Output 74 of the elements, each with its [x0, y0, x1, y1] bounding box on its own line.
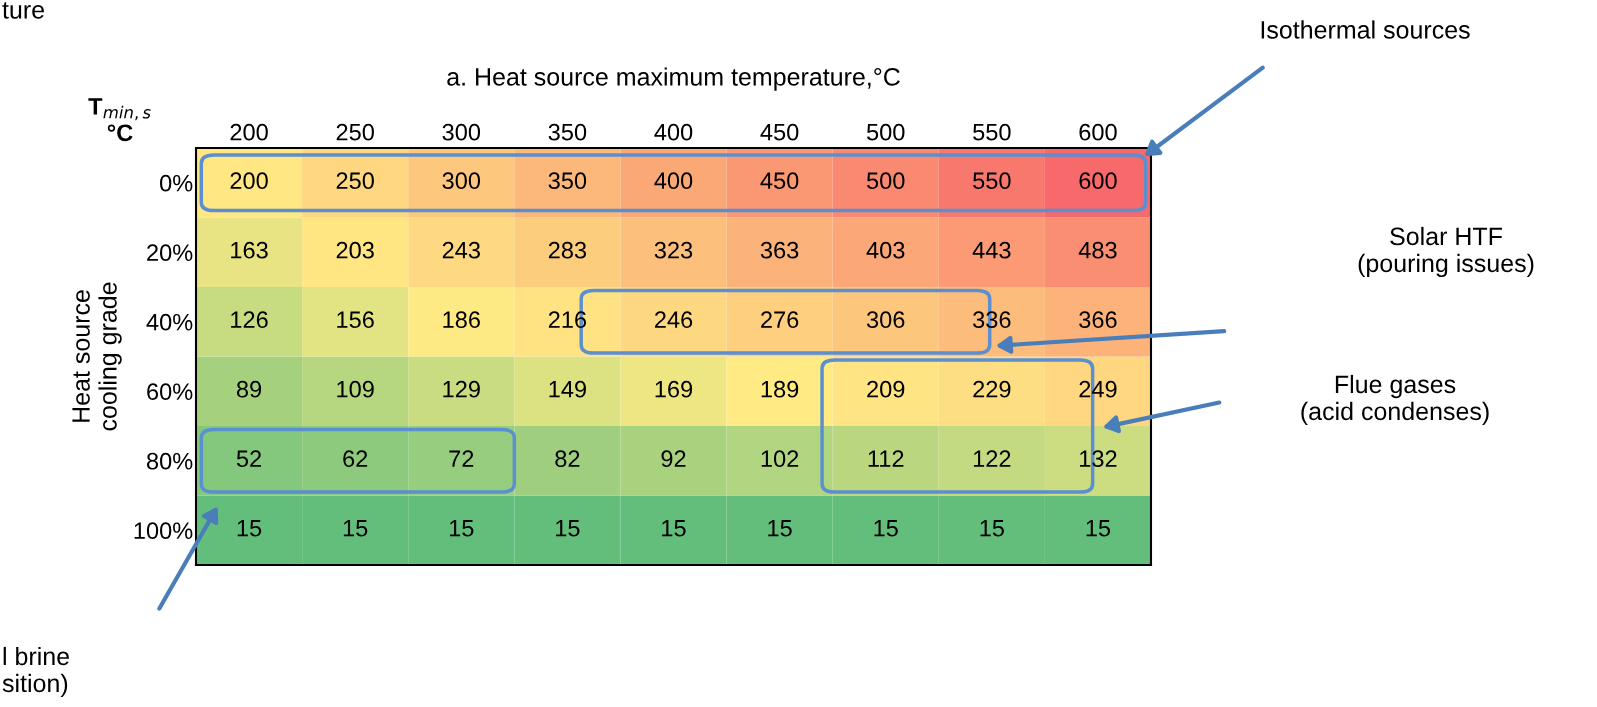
data-label: 200 [230, 172, 268, 190]
data-label: 52 [236, 450, 261, 468]
data-label: 126 [231, 311, 268, 329]
data-label: 15 [343, 520, 368, 537]
data-label: 112 [868, 450, 904, 467]
text: ture [2, 2, 44, 19]
x-tick-label: 250 [336, 123, 374, 141]
y-tick-label: 40% [146, 313, 193, 331]
data-label: 15 [768, 520, 792, 537]
data-label: 72 [449, 450, 474, 467]
data-label: 89 [236, 380, 262, 398]
data-label: 323 [654, 241, 693, 259]
data-label: 15 [662, 520, 686, 537]
data-label: 15 [1086, 520, 1111, 537]
data-label: 169 [655, 380, 693, 398]
x-tick-label: 500 [866, 123, 905, 141]
data-label: 15 [980, 520, 1004, 537]
y-tick-label: 0% [160, 174, 193, 192]
data-label: 229 [973, 380, 1011, 398]
y-tick-label: 20% [147, 244, 193, 262]
data-label: 350 [548, 172, 587, 190]
data-label: 300 [442, 172, 481, 190]
chart-title: a. Heat source maximum temperature,°C [447, 67, 900, 91]
data-label: 15 [449, 520, 474, 537]
data-label: 246 [654, 311, 693, 329]
data-label: 156 [337, 311, 374, 329]
data-label: 149 [549, 380, 586, 398]
data-label: 122 [973, 450, 1011, 467]
text: l brine sition) [2, 646, 69, 698]
data-label: 189 [761, 380, 799, 398]
x-tick-label: 550 [973, 123, 1011, 141]
data-label: 132 [1080, 450, 1117, 468]
x-tick-label: 600 [1079, 123, 1117, 141]
data-label: 550 [973, 172, 1011, 190]
data-label: 283 [548, 241, 587, 259]
y-tick-label: 80% [146, 452, 193, 470]
data-label: 500 [866, 172, 905, 190]
y-tick-label: 60% [147, 383, 193, 401]
data-label: 366 [1079, 311, 1117, 329]
data-label: 209 [867, 380, 905, 398]
data-label: 400 [654, 172, 693, 190]
data-label: 15 [874, 520, 898, 537]
data-label: 403 [866, 241, 905, 259]
data-label: 92 [661, 450, 686, 468]
x-tick-label: 350 [548, 123, 587, 141]
data-label: 82 [555, 450, 580, 468]
data-label: 129 [443, 380, 480, 398]
data-label: 276 [761, 311, 799, 329]
data-label: 109 [337, 380, 374, 398]
data-label: 203 [336, 241, 374, 259]
data-label: 450 [760, 172, 799, 190]
text: Solar HTF (pouring issues) [1358, 226, 1534, 278]
y-axis-title: Heat source cooling grade [72, 282, 122, 431]
data-label: 243 [442, 241, 480, 259]
data-label: 250 [336, 172, 374, 190]
data-label: 363 [760, 241, 799, 259]
y-tick-label: 100% [134, 522, 193, 540]
text: Isothermal sources [1261, 20, 1470, 39]
x-tick-label: 300 [442, 123, 481, 141]
text: T$_{min,s}$ °C [88, 98, 151, 142]
x-tick-label: 450 [760, 123, 799, 141]
x-tick-label: 200 [230, 123, 268, 141]
data-label: 306 [866, 311, 905, 329]
data-label: 483 [1078, 241, 1117, 259]
x-tick-label: 400 [654, 123, 693, 141]
data-label: 15 [237, 520, 262, 537]
data-label: 443 [972, 241, 1011, 259]
data-label: 186 [443, 311, 480, 329]
data-label: 102 [761, 450, 799, 468]
data-label: 62 [343, 450, 368, 468]
data-label: 163 [231, 241, 268, 259]
data-label: 600 [1079, 172, 1117, 190]
data-label: 15 [556, 520, 580, 537]
text: Flue gases (acid condenses) [1301, 374, 1489, 426]
